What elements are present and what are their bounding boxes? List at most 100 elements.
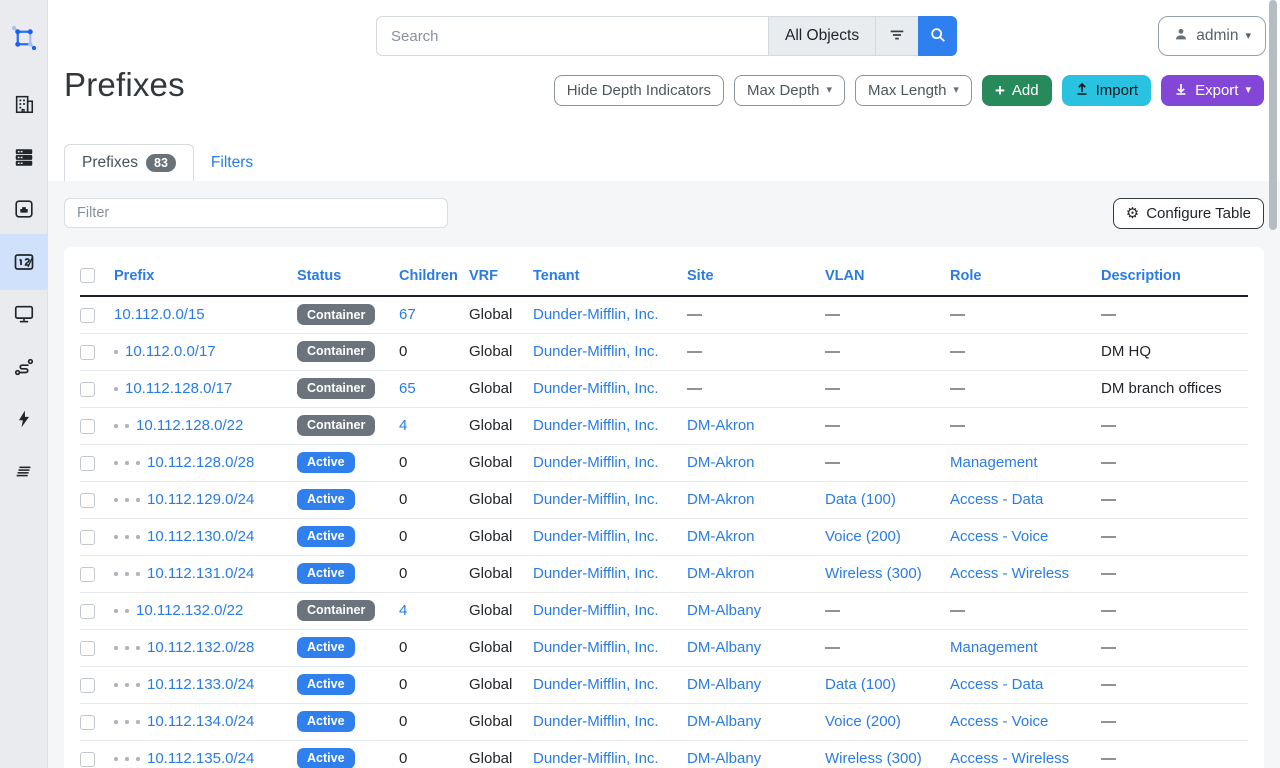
provider-networks-icon[interactable] <box>0 449 48 493</box>
search-scope-select[interactable]: All Objects <box>768 16 876 56</box>
column-header-role[interactable]: Role <box>950 268 982 284</box>
prefix-link[interactable]: 10.112.128.0/22 <box>136 417 244 434</box>
prefix-link[interactable]: 10.112.0.0/15 <box>114 306 205 324</box>
tenant-link[interactable]: Dunder-Mifflin, Inc. <box>533 602 659 619</box>
site-link[interactable]: DM-Albany <box>687 602 762 619</box>
children-count-link[interactable]: 4 <box>399 417 408 434</box>
prefix-link[interactable]: 10.112.132.0/22 <box>136 602 244 619</box>
row-checkbox[interactable] <box>80 566 95 582</box>
row-checkbox[interactable] <box>80 640 95 656</box>
column-header-status[interactable]: Status <box>297 268 342 284</box>
user-menu-button[interactable]: admin ▾ <box>1158 16 1266 56</box>
row-checkbox[interactable] <box>80 307 95 323</box>
prefix-link[interactable]: 10.112.134.0/24 <box>147 713 255 730</box>
row-checkbox[interactable] <box>80 418 95 434</box>
tenant-link[interactable]: Dunder-Mifflin, Inc. <box>533 306 659 324</box>
vlan-link[interactable]: Data (100) <box>825 676 896 693</box>
vlan-link[interactable]: Voice (200) <box>825 528 901 545</box>
tenant-link[interactable]: Dunder-Mifflin, Inc. <box>533 380 659 397</box>
search-input[interactable] <box>376 16 768 56</box>
row-checkbox[interactable] <box>80 455 95 471</box>
role-link[interactable]: Access - Wireless <box>950 750 1070 767</box>
column-header-description[interactable]: Description <box>1101 268 1181 284</box>
row-checkbox[interactable] <box>80 344 95 360</box>
prefix-link[interactable]: 10.112.132.0/28 <box>147 639 255 656</box>
export-button[interactable]: Export ▾ <box>1161 75 1264 106</box>
prefix-link[interactable]: 10.112.128.0/28 <box>147 454 255 471</box>
site-link[interactable]: DM-Akron <box>687 491 755 508</box>
tab-filters[interactable]: Filters <box>194 144 270 181</box>
vlan-link[interactable]: Wireless (300) <box>825 565 922 582</box>
role-link[interactable]: Management <box>950 639 1038 656</box>
column-header-children[interactable]: Children <box>399 268 458 284</box>
site-link[interactable]: DM-Albany <box>687 676 762 693</box>
children-count-link[interactable]: 65 <box>399 380 416 397</box>
column-header-site[interactable]: Site <box>687 268 714 284</box>
row-checkbox[interactable] <box>80 492 95 508</box>
tab-prefixes[interactable]: Prefixes 83 <box>64 144 194 181</box>
netbox-logo-icon[interactable] <box>0 16 48 60</box>
site-link[interactable]: DM-Akron <box>687 528 755 545</box>
role-link[interactable]: Access - Voice <box>950 528 1049 545</box>
column-header-tenant[interactable]: Tenant <box>533 268 580 284</box>
prefix-link[interactable]: 10.112.133.0/24 <box>147 676 255 693</box>
table-filter-input[interactable] <box>64 198 448 228</box>
role-link[interactable]: Access - Voice <box>950 713 1049 730</box>
tenant-link[interactable]: Dunder-Mifflin, Inc. <box>533 528 659 545</box>
power-icon[interactable] <box>0 397 48 441</box>
row-checkbox[interactable] <box>80 381 95 397</box>
tenant-link[interactable]: Dunder-Mifflin, Inc. <box>533 750 659 767</box>
organization-icon[interactable] <box>0 82 48 126</box>
prefix-link[interactable]: 10.112.131.0/24 <box>147 565 255 582</box>
column-header-vrf[interactable]: VRF <box>469 268 498 284</box>
vlan-link[interactable]: Data (100) <box>825 491 896 508</box>
role-link[interactable]: Access - Data <box>950 491 1044 508</box>
max-length-dropdown[interactable]: Max Length ▾ <box>855 75 972 106</box>
prefix-link[interactable]: 10.112.128.0/17 <box>125 380 233 397</box>
role-link[interactable]: Management <box>950 454 1038 471</box>
select-all-checkbox[interactable] <box>80 268 95 284</box>
search-submit-button[interactable] <box>918 16 958 56</box>
tenant-link[interactable]: Dunder-Mifflin, Inc. <box>533 639 659 656</box>
row-checkbox[interactable] <box>80 603 95 619</box>
site-link[interactable]: DM-Albany <box>687 750 762 767</box>
circuits-icon[interactable] <box>0 345 48 389</box>
children-count-link[interactable]: 67 <box>399 306 416 324</box>
search-filter-button[interactable] <box>875 16 919 56</box>
prefix-link[interactable]: 10.112.129.0/24 <box>147 491 255 508</box>
tenant-link[interactable]: Dunder-Mifflin, Inc. <box>533 454 659 471</box>
site-link[interactable]: DM-Akron <box>687 454 755 471</box>
role-link[interactable]: Access - Wireless <box>950 565 1070 582</box>
column-header-prefix[interactable]: Prefix <box>114 268 155 284</box>
tenant-link[interactable]: Dunder-Mifflin, Inc. <box>533 713 659 730</box>
ipam-icon[interactable] <box>0 234 48 290</box>
tenant-link[interactable]: Dunder-Mifflin, Inc. <box>533 417 659 434</box>
column-header-vlan[interactable]: VLAN <box>825 268 865 284</box>
prefix-link[interactable]: 10.112.135.0/24 <box>147 750 255 767</box>
site-link[interactable]: DM-Akron <box>687 565 755 582</box>
import-button[interactable]: Import <box>1061 75 1152 106</box>
row-checkbox[interactable] <box>80 714 95 730</box>
hide-depth-indicators-button[interactable]: Hide Depth Indicators <box>553 75 724 106</box>
row-checkbox[interactable] <box>80 751 95 767</box>
children-count-link[interactable]: 4 <box>399 602 408 619</box>
prefix-link[interactable]: 10.112.0.0/17 <box>125 343 216 360</box>
tenant-link[interactable]: Dunder-Mifflin, Inc. <box>533 676 659 693</box>
role-link[interactable]: Access - Data <box>950 676 1044 693</box>
prefix-link[interactable]: 10.112.130.0/24 <box>147 528 255 545</box>
scrollbar-thumb[interactable] <box>1269 0 1277 230</box>
add-button[interactable]: + Add <box>981 75 1052 106</box>
virtualization-icon[interactable] <box>0 292 48 336</box>
row-checkbox[interactable] <box>80 529 95 545</box>
tenant-link[interactable]: Dunder-Mifflin, Inc. <box>533 565 659 582</box>
site-link[interactable]: DM-Albany <box>687 713 762 730</box>
row-checkbox[interactable] <box>80 677 95 693</box>
tenant-link[interactable]: Dunder-Mifflin, Inc. <box>533 343 659 360</box>
configure-table-button[interactable]: ⚙ Configure Table <box>1112 198 1264 229</box>
devices-icon[interactable] <box>0 135 48 179</box>
tenant-link[interactable]: Dunder-Mifflin, Inc. <box>533 491 659 508</box>
vlan-link[interactable]: Wireless (300) <box>825 750 922 767</box>
vlan-link[interactable]: Voice (200) <box>825 713 901 730</box>
site-link[interactable]: DM-Akron <box>687 417 755 434</box>
connections-icon[interactable] <box>0 187 48 231</box>
